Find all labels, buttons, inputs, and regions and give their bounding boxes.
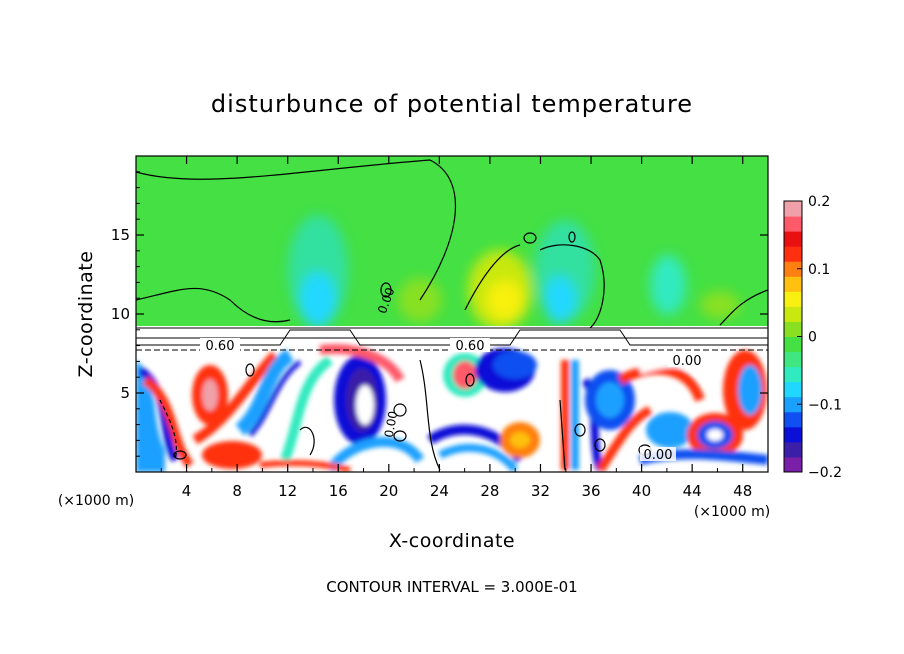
x-unit-label-left: (×1000 m) bbox=[58, 493, 134, 509]
x-unit-label-right: (×1000 m) bbox=[694, 504, 770, 520]
contour-label: 0.00 bbox=[382, 410, 400, 439]
y-tick-label: 5 bbox=[120, 384, 130, 402]
x-tick-label: 32 bbox=[531, 482, 550, 500]
colorbar-swatch bbox=[784, 426, 802, 443]
colorbar-tick-label: 0.1 bbox=[808, 262, 830, 278]
contour-interval-note: CONTOUR INTERVAL = 3.000E-01 bbox=[326, 578, 577, 596]
colorbar-swatch bbox=[784, 201, 802, 217]
contour-label: 0.00 bbox=[644, 448, 673, 463]
colorbar-tick-label: −0.1 bbox=[808, 397, 842, 413]
colorbar-swatch bbox=[784, 336, 802, 353]
x-tick-label: 12 bbox=[278, 482, 297, 500]
y-tick-label: 15 bbox=[111, 226, 130, 244]
x-tick-label: 4 bbox=[182, 482, 192, 500]
colorbar-swatch bbox=[784, 456, 802, 473]
colorbar-swatch bbox=[784, 216, 802, 232]
colorbar-tick-label: 0 bbox=[808, 330, 817, 346]
chart-title: disturbunce of potential temperature bbox=[211, 90, 693, 118]
x-tick-label: 16 bbox=[329, 482, 348, 500]
x-tick-label: 8 bbox=[232, 482, 242, 500]
colorbar-tick-label: 0.2 bbox=[808, 194, 830, 210]
colorbar-swatch bbox=[784, 231, 802, 247]
contour-label: 0.60 bbox=[206, 339, 235, 354]
upper-plumes bbox=[288, 215, 740, 330]
colorbar-swatch bbox=[784, 306, 802, 322]
colorbar-swatch bbox=[784, 366, 802, 383]
y-tick-label: 10 bbox=[111, 305, 130, 323]
x-axis-label: X-coordinate bbox=[389, 530, 515, 552]
colorbar-swatch bbox=[784, 381, 802, 398]
colorbar: 0.2 0.1 0 −0.1 −0.2 bbox=[783, 194, 842, 481]
x-tick-label: 40 bbox=[632, 482, 651, 500]
x-tick-label: 24 bbox=[430, 482, 449, 500]
contour-lines bbox=[136, 159, 768, 471]
colorbar-swatch bbox=[784, 396, 802, 413]
contour-labels: 0.60 0.60 0.00 0.00 0.00 0.00 bbox=[200, 286, 706, 463]
colorbar-swatch bbox=[784, 321, 802, 337]
colorbar-swatch bbox=[784, 246, 802, 262]
y-axis-label: Z-coordinate bbox=[75, 251, 97, 378]
x-tick-label: 28 bbox=[480, 482, 499, 500]
colorbar-swatch bbox=[784, 441, 802, 458]
contour-label: 0.00 bbox=[673, 354, 702, 369]
x-axis: 4 8 12 16 20 24 28 32 36 40 44 48 bbox=[160, 156, 752, 500]
x-tick-label: 20 bbox=[379, 482, 398, 500]
contour-label: 0.60 bbox=[456, 339, 485, 354]
lower-eddies bbox=[136, 344, 768, 472]
colorbar-swatch bbox=[784, 411, 802, 428]
colorbar-swatch bbox=[784, 351, 802, 368]
y-axis: 5 10 15 bbox=[111, 171, 768, 457]
x-tick-label: 36 bbox=[581, 482, 600, 500]
colorbar-tick-label: −0.2 bbox=[808, 465, 842, 481]
x-tick-label: 48 bbox=[733, 482, 752, 500]
plot-area: 0.60 0.60 0.00 0.00 0.00 0.00 bbox=[136, 156, 768, 472]
colorbar-swatch bbox=[784, 291, 802, 307]
colorbar-swatch bbox=[784, 276, 802, 292]
x-tick-label: 44 bbox=[683, 482, 702, 500]
colorbar-swatch bbox=[784, 261, 802, 277]
